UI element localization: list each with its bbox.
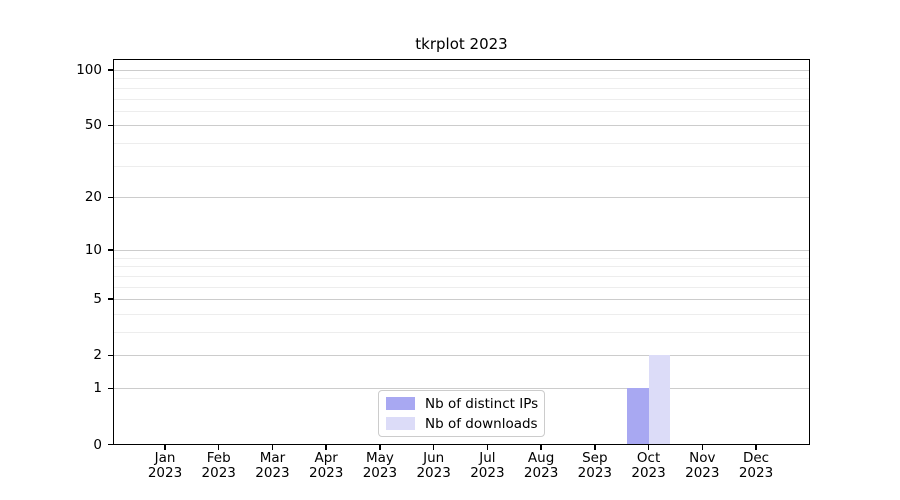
legend-label-distinct-ips: Nb of distinct IPs bbox=[425, 395, 539, 412]
y-axis-tick bbox=[108, 354, 113, 357]
x-tick-label: Jan 2023 bbox=[133, 451, 197, 481]
x-tick-year: 2023 bbox=[147, 465, 183, 481]
x-tick-label: Apr 2023 bbox=[294, 451, 358, 481]
y-gridline-minor bbox=[114, 98, 809, 100]
x-tick-year: 2023 bbox=[201, 465, 236, 481]
y-axis-tick bbox=[108, 443, 113, 446]
x-tick-year: 2023 bbox=[738, 465, 774, 481]
x-tick-month: Jun bbox=[423, 450, 445, 466]
x-axis-tick bbox=[486, 444, 489, 450]
x-tick-month: Sep bbox=[582, 450, 608, 466]
x-axis-tick bbox=[217, 444, 220, 450]
x-tick-label: Mar 2023 bbox=[240, 451, 304, 481]
x-axis-tick bbox=[325, 444, 327, 450]
bar-distinct-ips bbox=[627, 388, 649, 445]
x-tick-year: 2023 bbox=[416, 465, 451, 481]
x-tick-label: Feb 2023 bbox=[187, 451, 251, 481]
y-gridline-minor bbox=[114, 286, 809, 288]
y-gridline-minor bbox=[114, 332, 809, 333]
x-tick-month: Dec bbox=[742, 450, 770, 466]
x-axis-tick bbox=[755, 444, 757, 450]
legend-swatch-downloads bbox=[386, 417, 415, 430]
y-gridline-major bbox=[114, 197, 809, 199]
y-tick-label: 0 bbox=[93, 436, 102, 453]
legend-item-downloads: Nb of downloads bbox=[386, 417, 538, 431]
y-tick-label: 20 bbox=[84, 189, 102, 206]
bar-downloads bbox=[648, 355, 671, 445]
y-gridline-major bbox=[114, 70, 809, 71]
legend-label-downloads: Nb of downloads bbox=[425, 415, 538, 432]
x-tick-month: Mar bbox=[259, 450, 286, 466]
x-tick-month: Jan bbox=[154, 450, 176, 466]
x-tick-label: May 2023 bbox=[348, 451, 412, 481]
x-axis-tick bbox=[271, 444, 274, 450]
legend-item-distinct-ips: Nb of distinct IPs bbox=[386, 397, 538, 411]
y-gridline-minor bbox=[114, 110, 809, 112]
x-axis-tick bbox=[432, 444, 435, 450]
x-tick-month: Jul bbox=[479, 450, 496, 466]
x-tick-year: 2023 bbox=[362, 465, 398, 481]
y-gridline-major bbox=[114, 355, 809, 357]
x-tick-label: Jul 2023 bbox=[455, 451, 519, 481]
x-tick-label: Oct 2023 bbox=[617, 451, 681, 481]
y-gridline-minor bbox=[114, 143, 809, 145]
y-gridline-major bbox=[114, 125, 809, 127]
y-tick-label: 2 bbox=[93, 347, 102, 364]
x-axis-tick bbox=[701, 444, 704, 450]
y-tick-label: 1 bbox=[93, 380, 102, 397]
x-axis-tick bbox=[647, 444, 650, 450]
y-gridline-minor bbox=[114, 275, 809, 277]
x-tick-month: Aug bbox=[527, 450, 555, 466]
x-tick-year: 2023 bbox=[685, 465, 720, 481]
x-tick-label: Sep 2023 bbox=[563, 451, 627, 481]
x-axis-tick bbox=[379, 444, 381, 450]
y-tick-label: 50 bbox=[84, 117, 102, 134]
x-tick-year: 2023 bbox=[255, 465, 290, 481]
x-tick-label: Aug 2023 bbox=[509, 451, 573, 481]
x-tick-month: Oct bbox=[636, 450, 661, 466]
y-gridline-minor bbox=[114, 266, 809, 268]
x-tick-year: 2023 bbox=[577, 465, 612, 481]
y-gridline-minor bbox=[114, 313, 809, 315]
legend: Nb of distinct IPs Nb of downloads bbox=[378, 390, 545, 437]
legend-swatch-distinct-ips bbox=[386, 397, 415, 410]
x-tick-label: Jun 2023 bbox=[402, 451, 466, 481]
x-axis-tick bbox=[594, 444, 596, 450]
x-tick-month: Feb bbox=[206, 450, 231, 466]
x-axis-tick bbox=[540, 444, 542, 450]
y-axis-tick bbox=[108, 69, 113, 71]
x-tick-year: 2023 bbox=[309, 465, 344, 481]
y-tick-label: 10 bbox=[84, 241, 102, 258]
chart-title: tkrplot 2023 bbox=[415, 35, 508, 53]
y-axis-tick bbox=[108, 298, 113, 300]
y-gridline-major bbox=[114, 249, 809, 251]
x-tick-month: Apr bbox=[314, 450, 338, 466]
x-tick-year: 2023 bbox=[631, 465, 666, 481]
y-tick-label: 100 bbox=[76, 62, 102, 78]
x-tick-year: 2023 bbox=[523, 465, 559, 481]
x-tick-year: 2023 bbox=[470, 465, 505, 481]
y-gridline-minor bbox=[114, 78, 809, 80]
plot-area-border bbox=[113, 59, 810, 445]
y-gridline-minor bbox=[114, 87, 809, 89]
y-axis-tick bbox=[108, 196, 113, 199]
y-gridline-minor bbox=[114, 257, 809, 259]
y-gridline-major bbox=[114, 299, 809, 301]
x-tick-month: May bbox=[365, 450, 394, 466]
x-tick-month: Nov bbox=[689, 450, 716, 466]
y-gridline-minor bbox=[114, 165, 809, 167]
y-axis-tick bbox=[108, 124, 113, 127]
x-tick-label: Dec 2023 bbox=[724, 451, 788, 481]
y-axis-tick bbox=[108, 387, 113, 389]
x-axis-tick bbox=[164, 444, 166, 450]
y-tick-label: 5 bbox=[93, 291, 102, 308]
x-tick-label: Nov 2023 bbox=[670, 451, 734, 481]
y-axis-tick bbox=[108, 249, 113, 251]
